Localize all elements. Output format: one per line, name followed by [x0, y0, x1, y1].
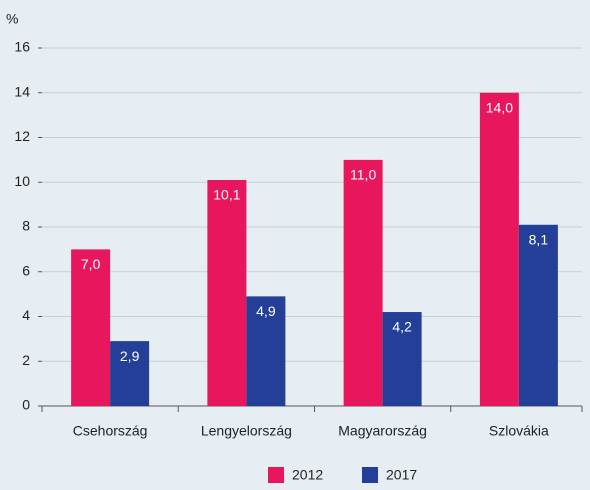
y-tick-label: 10 — [14, 173, 30, 189]
x-tick-label: Szlovákia — [489, 423, 549, 439]
y-tick-label: 0 — [22, 397, 30, 413]
value-label: 10,1 — [213, 187, 240, 203]
legend-label: 2017 — [386, 467, 417, 483]
y-tick-label: 14 — [14, 83, 30, 99]
value-label: 2,9 — [120, 348, 140, 364]
x-tick-label: Magyarország — [338, 423, 427, 439]
bar — [246, 296, 286, 406]
bar — [343, 159, 383, 406]
value-label: 11,0 — [350, 167, 376, 183]
y-tick-label: 4 — [22, 307, 30, 323]
value-label: 8,1 — [529, 231, 549, 247]
value-label: 14,0 — [486, 99, 513, 115]
bar — [382, 312, 422, 406]
bar — [110, 341, 150, 406]
x-tick-label: Lengyelország — [201, 423, 292, 439]
legend-swatch — [268, 467, 284, 483]
x-tick-label: Csehország — [73, 423, 148, 439]
bar — [479, 92, 519, 406]
y-tick-label: 6 — [22, 262, 30, 278]
value-label: 4,2 — [392, 319, 412, 335]
y-tick-label: 8 — [22, 218, 30, 234]
value-label: 4,9 — [256, 303, 276, 319]
bar — [71, 249, 111, 406]
bar — [518, 224, 558, 406]
y-tick-label: 16 — [14, 39, 30, 55]
legend-swatch — [362, 467, 378, 483]
y-axis-label: % — [6, 11, 18, 27]
legend-label: 2012 — [292, 467, 323, 483]
value-label: 7,0 — [81, 256, 101, 272]
y-tick-label: 12 — [14, 128, 30, 144]
bar — [207, 180, 247, 406]
y-tick-label: 2 — [22, 352, 30, 368]
